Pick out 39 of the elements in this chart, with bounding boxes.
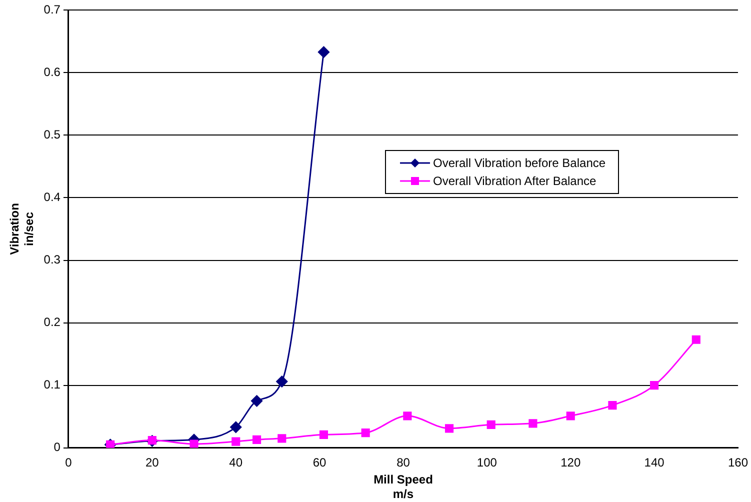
point: [650, 381, 659, 390]
y-tick-label: 0.5: [44, 128, 61, 142]
point: [486, 420, 496, 429]
y-tick-label: 0.7: [44, 2, 61, 17]
x-tick-label: 120: [560, 455, 581, 470]
point: [276, 376, 288, 388]
y-tick-label: 0.1: [44, 378, 61, 392]
point: [252, 435, 262, 444]
legend-label: Overall Vibration After Balance: [433, 173, 596, 190]
point: [566, 412, 575, 420]
point: [318, 46, 330, 58]
y-tick-label: 0.4: [44, 190, 61, 204]
x-tick-label: 0: [65, 455, 72, 470]
x-tick-label: 100: [476, 455, 498, 470]
y-tick-label: 0.2: [44, 315, 61, 330]
point: [361, 428, 370, 438]
y-axis-title: Vibration in/sec: [8, 203, 36, 255]
point: [403, 412, 412, 420]
point: [319, 430, 328, 439]
point: [528, 419, 538, 428]
y-tick-label: 0: [54, 440, 61, 454]
x-tick-label: 80: [396, 455, 410, 470]
point: [278, 434, 286, 443]
point: [232, 437, 240, 446]
x-axis-title: Mill Speed m/s: [374, 472, 433, 502]
point: [608, 401, 617, 410]
point: [190, 440, 198, 448]
point: [251, 395, 263, 407]
y-tick-label: 0.6: [44, 65, 61, 80]
x-tick-label: 60: [312, 455, 327, 470]
point: [692, 335, 700, 344]
y-tick-label: 0.3: [44, 252, 61, 267]
x-tick-label: 20: [145, 455, 160, 470]
x-tick-label: 40: [229, 455, 243, 470]
point: [444, 424, 454, 433]
x-tick-label: 140: [644, 455, 665, 470]
legend-label: Overall Vibration before Balance: [433, 155, 606, 172]
x-tick-label: 160: [728, 455, 748, 470]
point: [230, 421, 242, 433]
